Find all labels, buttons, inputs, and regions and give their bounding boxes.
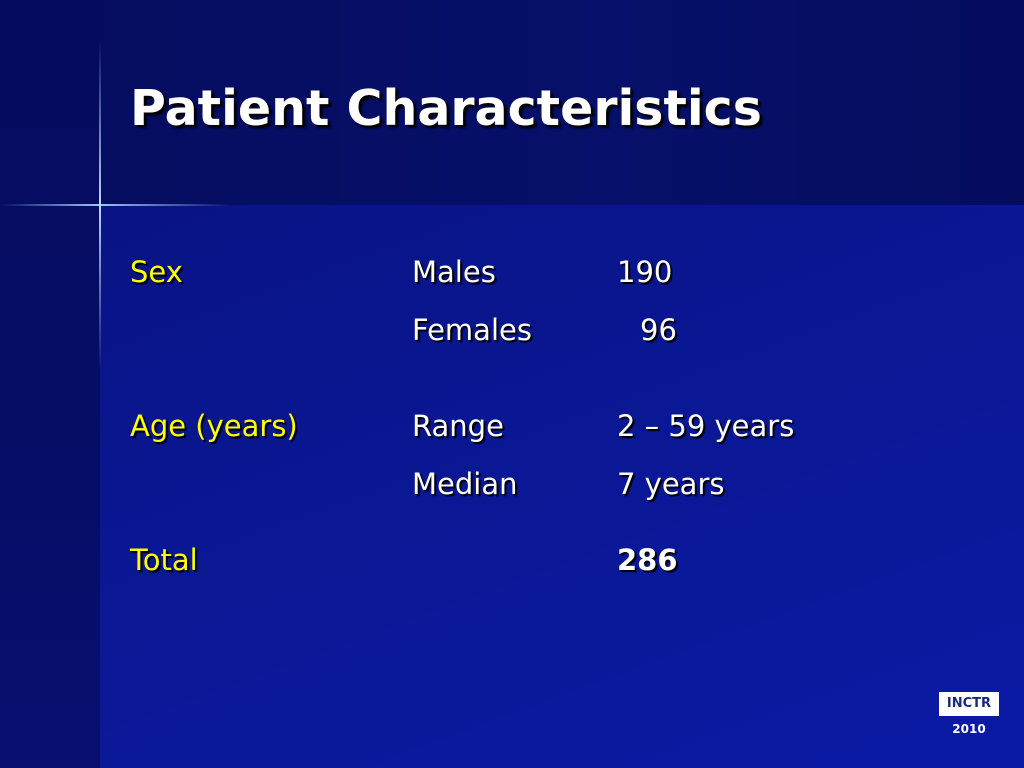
item-value: 96 [640,313,677,347]
item-name: Males [412,255,496,289]
item-name: Median [412,467,518,501]
sparkle-horizontal [0,204,230,206]
row-label: Sex [130,255,183,289]
item-value: 190 [617,255,673,289]
slide-title: Patient Characteristics [130,80,762,137]
left-band [0,0,100,768]
item-value: 2 – 59 years [617,409,795,443]
item-name: Females [412,313,532,347]
logo-year: 2010 [952,722,986,736]
row-label: Total [130,543,198,577]
sparkle-vertical [99,40,101,370]
row-label: Age (years) [130,409,298,443]
item-value: 7 years [617,467,725,501]
total-value: 286 [617,543,678,577]
top-band [0,0,1024,205]
logo: INCTR [939,692,999,716]
item-name: Range [412,409,504,443]
